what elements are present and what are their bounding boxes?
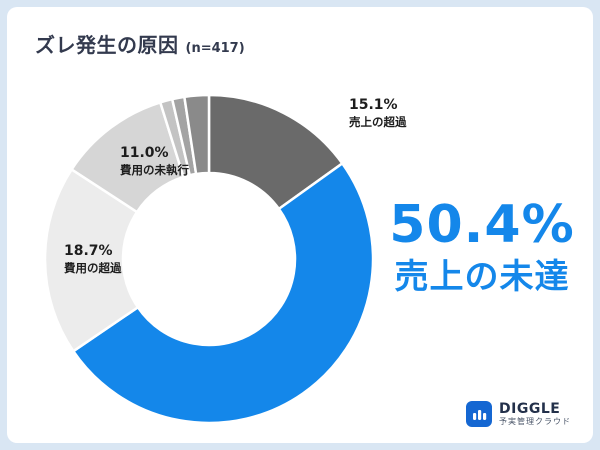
diggle-logo-name: DIGGLE [499, 401, 561, 418]
label-expense-excess-percent: 18.7% [64, 243, 113, 259]
highlight-percent: 50.4% [389, 195, 575, 255]
label-sales-excess-percent: 15.1% [349, 97, 398, 113]
highlight-label: 売上の未達 [394, 257, 570, 297]
diggle-logo: DIGGLE 予実管理クラウド [466, 401, 571, 427]
label-expense-unexecuted-percent: 11.0% [120, 145, 169, 161]
page-title: ズレ発生の原因 (n=417) [35, 29, 245, 58]
label-expense-unexecuted: 11.0% 費用の未執行 [120, 145, 189, 177]
highlight-sales-shortfall: 50.4% 売上の未達 [365, 199, 599, 294]
sample-size: (n=417) [185, 41, 245, 56]
label-expense-excess-text: 費用の超過 [64, 260, 122, 275]
label-expense-excess: 18.7% 費用の超過 [64, 243, 122, 275]
diggle-logo-tagline: 予実管理クラウド [499, 417, 571, 427]
chart-title: ズレ発生の原因 [35, 33, 179, 57]
label-sales-excess: 15.1% 売上の超過 [349, 97, 407, 129]
label-sales-excess-text: 売上の超過 [349, 114, 407, 129]
pie-segment-2[interactable] [43, 168, 140, 353]
diggle-logo-icon [466, 401, 492, 427]
donut-chart [43, 93, 375, 425]
pie-segment-1[interactable] [72, 162, 375, 425]
chart-card: ズレ発生の原因 (n=417) 15.1% 売上の超過 11.0% 費用の未執行… [7, 7, 593, 443]
diggle-logo-text: DIGGLE 予実管理クラウド [499, 401, 571, 426]
label-expense-unexecuted-text: 費用の未執行 [120, 162, 189, 177]
donut-chart-container [40, 90, 378, 428]
pie-segment-6[interactable] [183, 93, 211, 176]
